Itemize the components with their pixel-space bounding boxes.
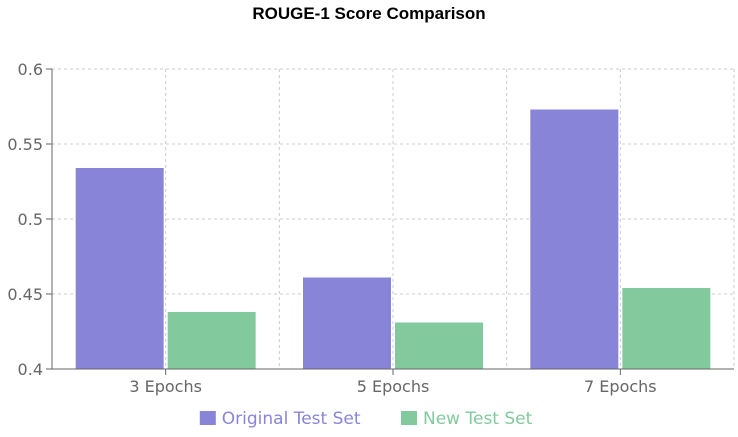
legend-swatch-new-test-set: [401, 411, 417, 425]
x-tick-label: 5 Epochs: [357, 377, 430, 396]
grid-layer: [52, 68, 735, 369]
bar-original-test-set-3-epochs: [75, 168, 164, 369]
x-tick-label: 3 Epochs: [129, 377, 202, 396]
bar-new-test-set-3-epochs: [167, 312, 256, 369]
axis-layer: 0.4 0.45 0.5 0.55 0.6 3 Epochs 5 Epochs 7 Epoch…: [7, 60, 734, 396]
y-tick-label: 0.6: [18, 60, 43, 79]
legend-label-new-test-set: New Test Set: [423, 409, 533, 429]
legend: Original Test Set New Test Set: [199, 409, 533, 429]
x-tick-label: 7 Epochs: [584, 377, 657, 396]
y-tick-label: 0.55: [7, 135, 43, 154]
bar-original-test-set-5-epochs: [303, 277, 391, 369]
y-tick-label: 0.4: [18, 360, 43, 379]
bar-original-test-set-7-epochs: [530, 109, 619, 369]
bars-layer: [75, 109, 711, 369]
legend-swatch-original-test-set: [199, 411, 216, 425]
bar-new-test-set-7-epochs: [622, 288, 711, 369]
bar-new-test-set-5-epochs: [395, 322, 483, 369]
chart-title: ROUGE-1 Score Comparison: [252, 4, 486, 23]
legend-label-original-test-set: Original Test Set: [222, 409, 361, 429]
y-tick-label: 0.45: [7, 285, 43, 304]
y-tick-label: 0.5: [18, 210, 43, 229]
